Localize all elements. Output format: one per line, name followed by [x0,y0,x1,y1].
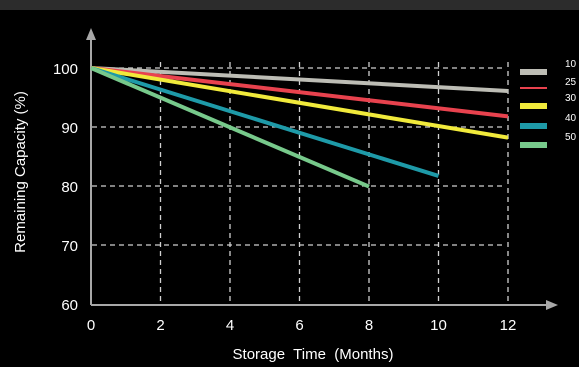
legend-swatch-30 [520,103,547,109]
legend-label-50: 50 [565,132,577,143]
x-tick-label: 6 [295,317,303,334]
legend-swatch-50 [520,142,547,148]
legend-label-40: 40 [565,113,577,124]
series-line-10 [90,66,509,94]
series-line-50 [90,66,370,189]
top-bar [0,0,579,10]
x-axis-title: Storage Time (Months) [233,346,394,363]
series-line-25 [90,66,509,119]
x-tick-label: 8 [365,317,373,334]
grid [92,62,509,304]
legend: 10 25 30 40 50 [520,59,577,148]
x-tick-label: 12 [500,317,517,334]
y-tick-labels: 100 90 80 70 60 [53,61,78,314]
y-axis-title: Remaining Capacity (%) [12,91,29,253]
series-line-40 [90,66,440,178]
legend-label-30: 30 [565,93,577,104]
y-axis-arrow [86,28,96,40]
legend-swatch-25 [520,87,547,89]
x-tick-labels: 0 2 4 6 8 10 12 [87,317,517,334]
legend-label-25: 25 [565,77,577,88]
legend-swatch-40 [520,123,547,129]
legend-label-10: 10 [565,59,577,70]
x-tick-label: 4 [226,317,234,334]
y-tick-label: 90 [61,120,78,137]
axes [86,28,558,310]
series-line-30 [90,66,509,140]
legend-swatch-10 [520,69,547,75]
x-tick-label: 10 [430,317,447,334]
x-axis-arrow [546,300,558,310]
y-tick-label: 60 [61,297,78,314]
x-tick-label: 0 [87,317,95,334]
y-tick-label: 100 [53,61,78,78]
y-tick-label: 80 [61,179,78,196]
y-tick-label: 70 [61,238,78,255]
series-lines [90,66,509,189]
x-tick-label: 2 [156,317,164,334]
